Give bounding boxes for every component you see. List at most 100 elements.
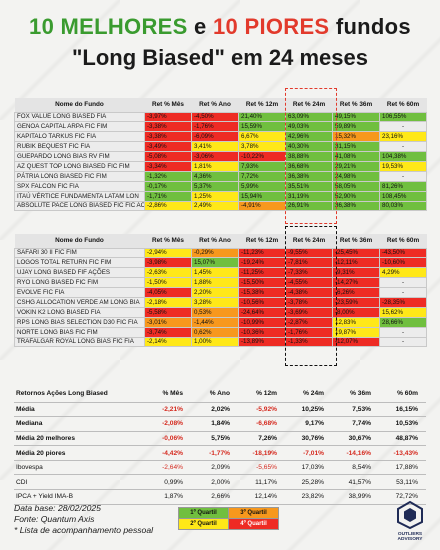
title-and: e: [187, 14, 213, 39]
return-cell: -10,56%: [238, 296, 286, 308]
column-header: Ret % 12m: [238, 234, 286, 248]
return-cell: -10,36%: [238, 326, 286, 338]
return-cell: 1,00%: [191, 336, 239, 348]
summary-row: IPCA + Yield IMA-B 1,87% 2,66% 12,14% 23,82%…: [14, 489, 426, 505]
column-header: Ret % Mês: [144, 98, 192, 112]
table-row: VOKIN K2 LONG BIASED FIA -5,58% 0,53% -24,6…: [14, 306, 427, 318]
return-cell: 24,98%: [332, 170, 380, 182]
return-cell: -11,23%: [238, 247, 286, 259]
fund-name: PÁTRIA LONG BIASED FIC FIM: [14, 170, 145, 182]
return-cell: -28,35%: [379, 296, 427, 308]
highlight-24m-best: [285, 88, 337, 224]
fund-name: AZ QUEST TOP LONG BIASED FIC FIM: [14, 160, 145, 172]
column-header: Ret % Mês: [144, 234, 192, 248]
return-cell: -14,27%: [332, 277, 380, 289]
quartile-legend: 1º Quartil 3º Quartil 2º Quartil 4º Quar…: [178, 507, 279, 530]
fund-name: UJAY LONG BIASED FIF AÇÕES: [14, 267, 145, 279]
table-row: LOGOS TOTAL RETURN FIC FIM -3,98% 15,07% -1…: [14, 257, 427, 269]
table-row: UJAY LONG BIASED FIF AÇÕES -2,63% 1,45% -11…: [14, 267, 427, 279]
return-cell: -3,74%: [144, 326, 192, 338]
summary-value: 53,11%: [379, 474, 426, 491]
fund-name: RPS LONG BIAS SELECTION D30 FIC FIA: [14, 316, 145, 328]
summary-label: CDI: [14, 474, 144, 491]
return-cell: 31,15%: [332, 141, 380, 153]
return-cell: 52,90%: [332, 190, 380, 202]
column-header: Ret % 12m: [238, 98, 286, 112]
fund-name: SPX FALCON FIC FIA: [14, 180, 145, 192]
summary-value: 12,14%: [238, 489, 285, 505]
return-cell: -5,08%: [144, 151, 192, 162]
column-header: Ret % Ano: [191, 234, 239, 248]
return-cell: -6,26%: [332, 287, 380, 298]
return-cell: 1,81%: [191, 160, 239, 172]
summary-value: 48,87%: [379, 431, 426, 447]
fund-name: TRAFALGAR ROYAL LONG BIAS FIC FIA: [14, 336, 145, 348]
return-cell: -1,50%: [144, 277, 192, 289]
fund-name: SAFARI 30 II FIC FIM: [14, 247, 145, 259]
column-header: Ret % 24m: [285, 234, 333, 248]
return-cell: -4,50%: [191, 111, 239, 123]
return-cell: -15,50%: [238, 277, 286, 289]
return-cell: 29,21%: [332, 160, 380, 172]
return-cell: 12,83%: [332, 316, 380, 328]
return-cell: 59,89%: [332, 121, 380, 133]
fund-name: KAPITALO TARKUS FIC FIA: [14, 131, 145, 143]
return-cell: 58,05%: [332, 180, 380, 192]
return-cell: -: [379, 287, 427, 298]
return-cell: -0,17%: [144, 180, 192, 192]
return-cell: 2,49%: [191, 200, 239, 212]
return-cell: -13,89%: [238, 336, 286, 348]
table-row: TRAFALGAR ROYAL LONG BIAS FIC FIA -2,14% 1…: [14, 336, 427, 348]
summary-value: 38,99%: [332, 489, 379, 505]
return-cell: 3,41%: [191, 141, 239, 153]
return-cell: -3,97%: [144, 111, 192, 123]
return-cell: 15,62%: [379, 306, 427, 318]
summary-column-header: % Ano: [191, 386, 238, 403]
table-row: ITAÚ VÉRTICE FUNDAMENTA LATAM LON -1,71% 1…: [14, 190, 427, 202]
legend-q2: 2º Quartil: [178, 518, 229, 530]
table-row: FOX VALUE LONG BIASED FIA -3,97% -4,50% 21,…: [14, 111, 427, 123]
table-row: AZ QUEST TOP LONG BIASED FIC FIM -3,34% 1,…: [14, 160, 427, 172]
legend-q1: 1º Quartil: [178, 507, 229, 519]
column-header: Nome do Fundo: [14, 234, 145, 248]
title-subtitle: "Long Biased" em 24 meses: [72, 45, 368, 70]
return-cell: 15,94%: [238, 190, 286, 202]
summary-label: Mediana: [14, 416, 144, 432]
fund-name: VOKIN K2 LONG BIASED FIA: [14, 306, 145, 318]
summary-value: 7,26%: [238, 431, 285, 447]
return-cell: 7,93%: [238, 160, 286, 172]
summary-row: Média 20 melhores -0,06% 5,75% 7,26% 30,76% 3…: [14, 431, 426, 447]
legend-q3: 3º Quartil: [228, 507, 279, 519]
table-row: GENOA CAPITAL ARPA FIC FIM -3,38% -1,76% 15…: [14, 121, 427, 133]
return-cell: 23,16%: [379, 131, 427, 143]
summary-value: 11,17%: [238, 474, 285, 491]
table-row: SAFARI 30 II FIC FIM -2,94% -0,29% -11,23% -…: [14, 247, 427, 259]
summary-value: 72,72%: [379, 489, 426, 505]
return-cell: -4,05%: [144, 287, 192, 298]
table-row: KAPITALO TARKUS FIC FIA -3,38% -6,09% 6,67%…: [14, 131, 427, 143]
summary-value: 2,00%: [191, 474, 238, 491]
return-cell: 19,87%: [332, 326, 380, 338]
summary-value: 7,53%: [332, 402, 379, 418]
return-cell: 36,38%: [332, 200, 380, 212]
summary-value: 17,03%: [285, 460, 332, 476]
return-cell: 1,25%: [191, 190, 239, 202]
summary-column-header: % Mês: [144, 386, 191, 403]
return-cell: -43,50%: [379, 247, 427, 259]
summary-value: 2,09%: [191, 460, 238, 476]
return-cell: -: [379, 326, 427, 338]
fund-name: ITAÚ VÉRTICE FUNDAMENTA LATAM LON: [14, 190, 145, 202]
return-cell: -25,45%: [332, 247, 380, 259]
table-row: CSHG ALLOCATION VERDE AM LONG BIA -2,18% 3…: [14, 296, 427, 308]
summary-value: 2,66%: [191, 489, 238, 505]
summary-column-header: % 36m: [332, 386, 379, 403]
title-best: 10 MELHORES: [29, 14, 188, 39]
return-cell: -12,11%: [332, 257, 380, 269]
table-row: SPX FALCON FIC FIA -0,17% 5,37% 5,99% 35,51%…: [14, 180, 427, 192]
summary-value: -13,43%: [379, 445, 426, 461]
fund-name: GENOA CAPITAL ARPA FIC FIM: [14, 121, 145, 133]
footer-date: Data base: 28/02/2025: [14, 503, 101, 513]
return-cell: 108,45%: [379, 190, 427, 202]
return-cell: -10,60%: [379, 257, 427, 269]
summary-label: Média 20 piores: [14, 445, 144, 461]
